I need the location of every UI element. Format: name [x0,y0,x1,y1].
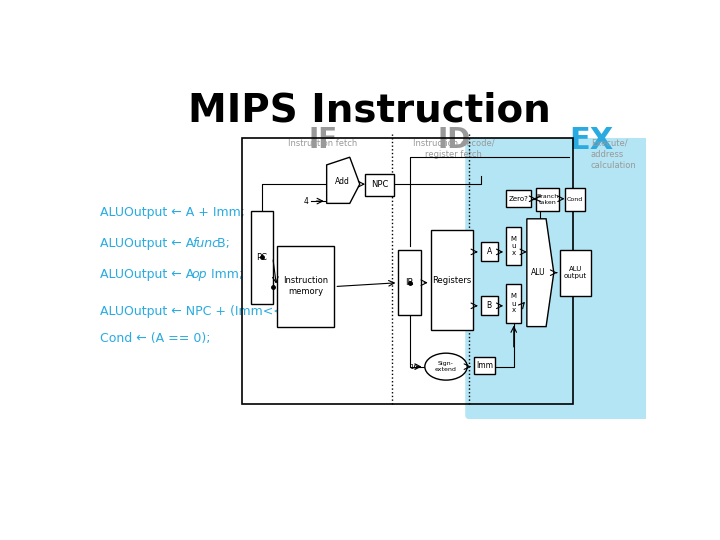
Text: Add: Add [335,177,349,186]
Text: Instruction decode/
register fetch: Instruction decode/ register fetch [413,139,495,159]
Text: B: B [487,301,492,310]
Text: 32: 32 [460,363,469,370]
Text: NPC: NPC [371,180,389,190]
Bar [431,231,473,330]
FancyBboxPatch shape [465,138,654,419]
Text: MIPS Instruction: MIPS Instruction [188,92,550,130]
Bar [506,190,531,207]
Text: Execute/
address
calculation: Execute/ address calculation [590,139,636,170]
Bar [398,249,421,315]
Text: ALU: ALU [531,268,546,277]
Text: ALUOutput ← NPC + (Imm<<2);: ALUOutput ← NPC + (Imm<<2); [99,305,300,318]
Text: ID: ID [437,126,470,154]
Bar [474,357,495,374]
Text: 16: 16 [409,363,418,370]
Bar [481,242,498,261]
Text: Imm: Imm [476,361,493,370]
Text: ALU
output: ALU output [564,266,587,279]
Text: Instruction fetch: Instruction fetch [288,139,357,148]
Text: Zero?: Zero? [508,196,528,202]
Text: B;: B; [213,237,230,250]
Bar [365,174,395,195]
Text: EX: EX [570,126,613,156]
Ellipse shape [425,353,467,380]
Text: Instruction
memory: Instruction memory [283,276,328,296]
Text: IF: IF [308,126,338,154]
Text: A: A [487,247,492,256]
Text: func: func [192,237,219,250]
Text: M
u
x: M u x [510,294,517,314]
Bar [536,188,559,211]
Text: Sign-
extend: Sign- extend [435,361,457,372]
Text: op: op [192,268,207,281]
Text: 4: 4 [304,197,309,206]
Text: Cond: Cond [567,197,582,202]
Text: PC: PC [256,253,267,262]
Text: Imm;: Imm; [207,268,243,281]
Bar [251,211,273,303]
Text: ALUOutput ← A: ALUOutput ← A [99,237,198,250]
Bar [506,284,521,323]
Text: Cond ← (A == 0);: Cond ← (A == 0); [99,332,210,345]
Text: IR: IR [405,278,414,287]
Polygon shape [527,219,554,327]
Bar [481,296,498,315]
Text: Branch
taken: Branch taken [536,194,559,205]
Bar [506,226,521,265]
Bar [560,249,590,296]
Text: Registers: Registers [432,276,472,285]
Text: M
u
x: M u x [510,236,517,256]
Text: ALUOutput ← A + Imm;: ALUOutput ← A + Imm; [99,206,245,219]
Text: ALUOutput ← A: ALUOutput ← A [99,268,198,281]
Bar [564,188,585,211]
Polygon shape [327,157,360,204]
Bar [276,246,334,327]
Bar [242,138,573,403]
